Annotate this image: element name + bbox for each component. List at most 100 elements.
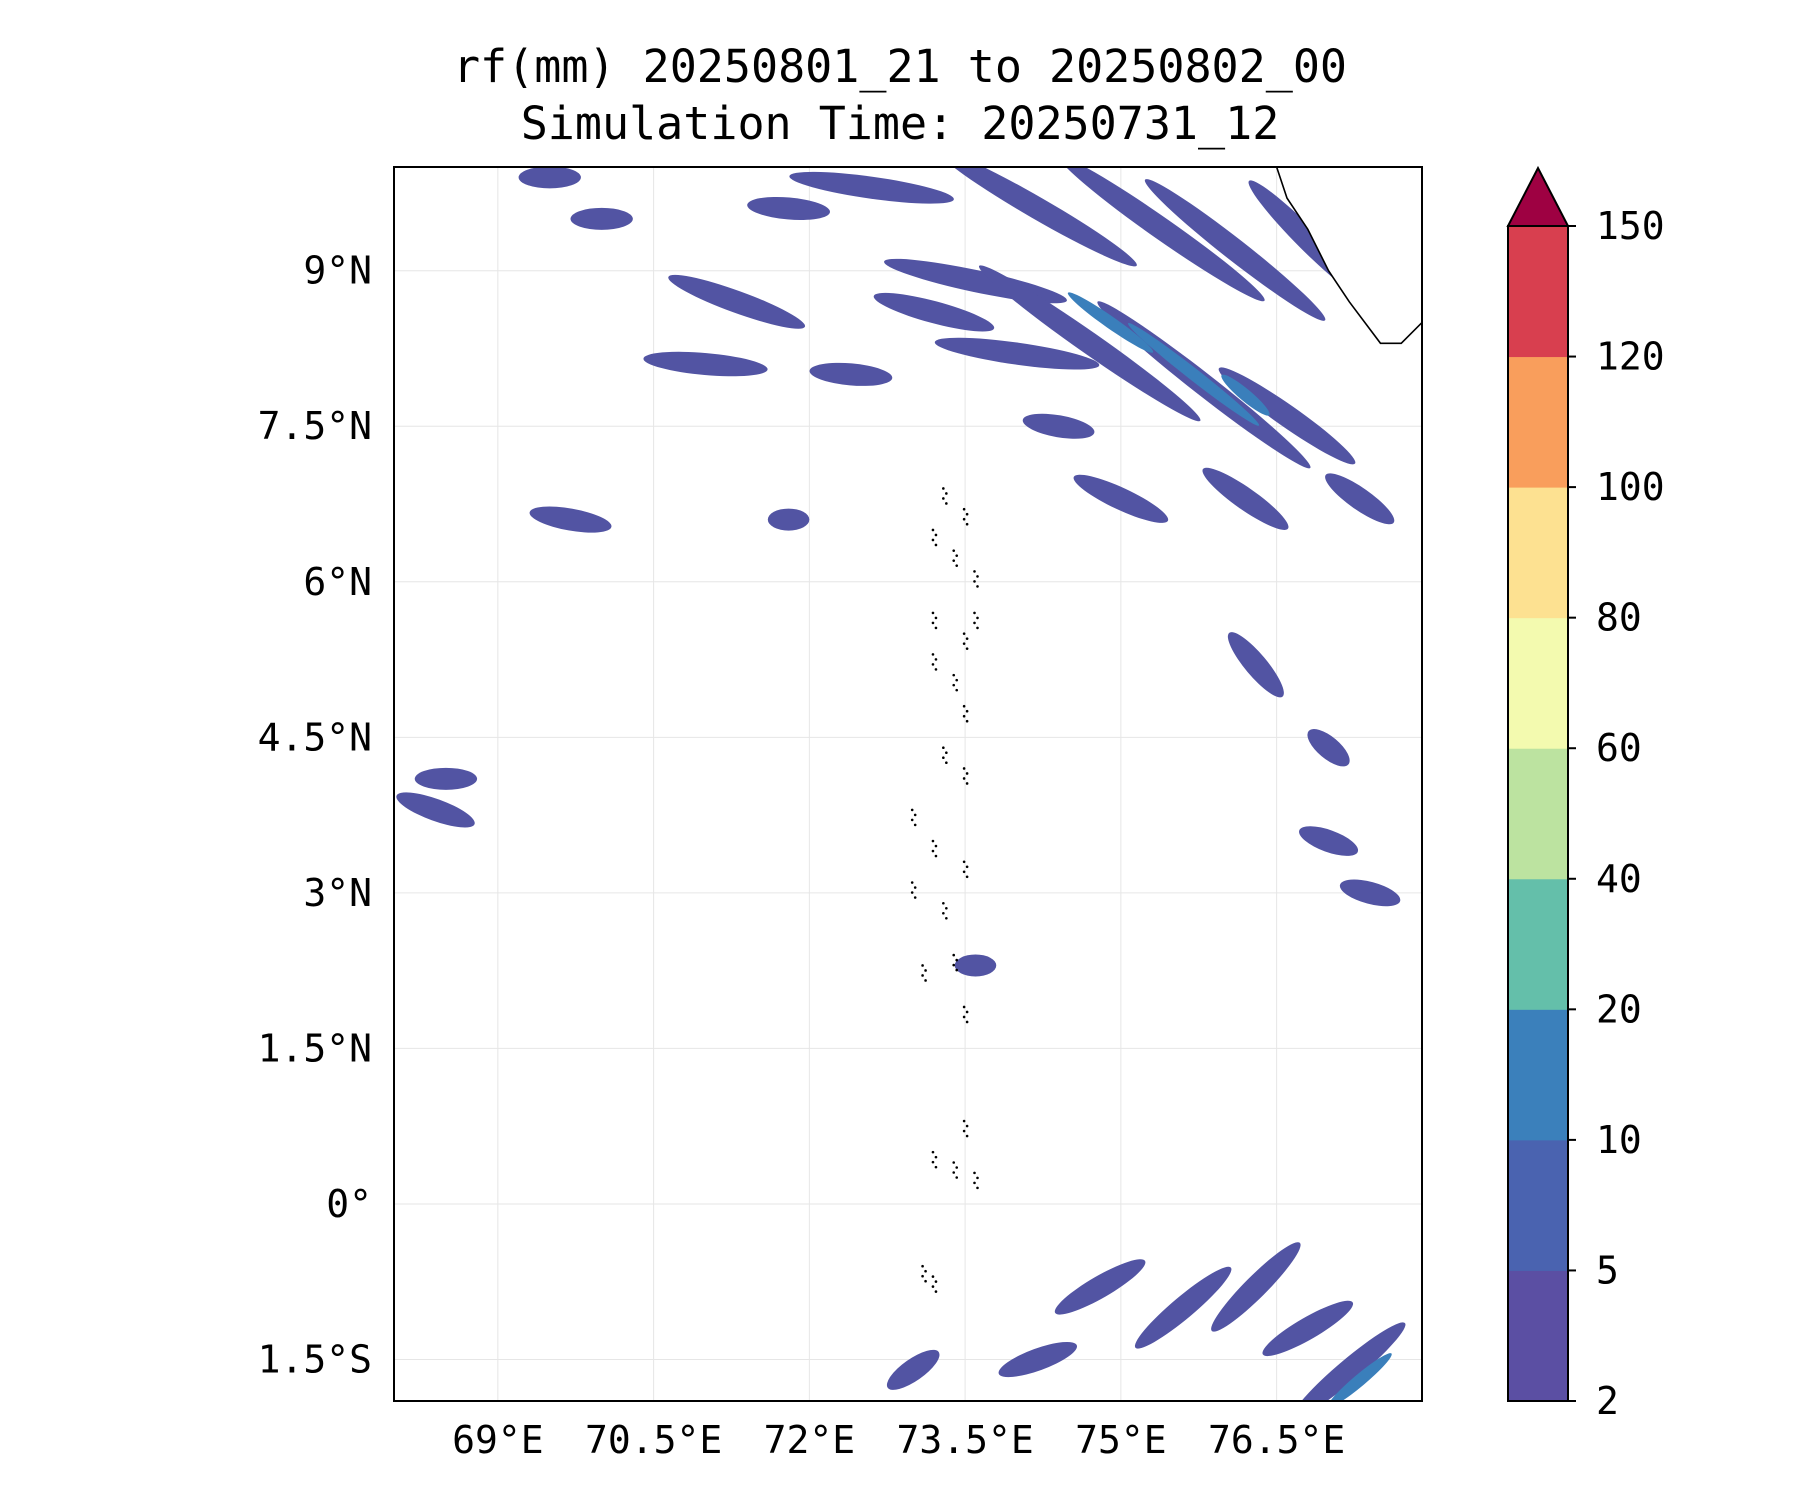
colorbar-tick-label: 2 [1596, 1379, 1619, 1423]
atoll-island [934, 668, 938, 671]
atoll-island [931, 663, 935, 666]
atoll-island [976, 1186, 979, 1190]
atoll-island [942, 746, 945, 750]
atoll-island [965, 772, 969, 775]
atoll-island [952, 549, 956, 552]
rain-band [954, 954, 997, 977]
atoll-island [931, 1285, 935, 1288]
atoll-island [942, 911, 945, 915]
atoll-island [962, 1015, 966, 1019]
atoll-island [962, 632, 966, 635]
colorbar-tick-label: 40 [1596, 857, 1642, 901]
atoll-island [924, 1279, 927, 1283]
atoll-island [962, 714, 966, 718]
colorbar-segment [1508, 1009, 1568, 1141]
colorbar-tick-label: 5 [1596, 1248, 1619, 1292]
atoll-island [962, 870, 966, 874]
rain-band [1262, 1300, 1354, 1357]
atoll-island [924, 979, 927, 982]
atoll-island [913, 823, 917, 827]
atoll-island [931, 1275, 935, 1278]
rain-band [1218, 367, 1356, 465]
rain-band [1022, 413, 1095, 439]
rain-band [789, 171, 954, 204]
colorbar-tick-label: 150 [1596, 204, 1665, 248]
y-tick-label: 3°N [303, 871, 372, 915]
atoll-island [931, 538, 935, 542]
rain-band [934, 337, 1100, 370]
coastline [1275, 167, 1422, 345]
atoll-island [942, 497, 945, 500]
atoll-island [955, 678, 959, 682]
colorbar-extend-arrow [1506, 165, 1570, 227]
atoll-island [965, 782, 969, 785]
atoll-island [910, 808, 914, 812]
atoll-island [945, 751, 948, 755]
atoll-island [955, 688, 959, 692]
atoll-island [973, 580, 976, 583]
atoll-island [955, 958, 959, 962]
map-frame [393, 166, 1423, 1402]
atoll-island [945, 502, 948, 505]
rain-band [643, 351, 768, 377]
atoll-island [976, 616, 979, 620]
atoll-island [942, 901, 945, 905]
atoll-island [924, 1269, 927, 1273]
atoll-island [913, 896, 917, 899]
atoll-island [965, 865, 969, 869]
atoll-island [934, 1165, 938, 1169]
y-tick-label: 1.5°N [258, 1026, 372, 1070]
atoll-island [955, 564, 959, 567]
atoll-island [952, 953, 956, 957]
atoll-island [934, 1280, 938, 1283]
rain-band [1221, 374, 1270, 416]
colorbar-tick-label: 80 [1596, 596, 1642, 640]
atoll-island [976, 585, 979, 588]
atoll-island [965, 1134, 969, 1138]
atoll-island [934, 854, 938, 858]
atoll-island [931, 653, 935, 656]
y-tick-label: 1.5°S [258, 1338, 372, 1382]
atoll-island [965, 1010, 969, 1014]
rain-band [1227, 632, 1284, 698]
atoll-island [945, 492, 948, 495]
atoll-island [955, 1176, 959, 1179]
atoll-island [973, 1181, 976, 1185]
atoll-island [965, 709, 969, 713]
atoll-island [931, 839, 935, 843]
atoll-island [931, 1160, 935, 1164]
atoll-island [962, 517, 966, 521]
rain-band [518, 167, 581, 189]
colorbar-frame [1507, 225, 1569, 1402]
rain-band [1073, 474, 1169, 523]
rain-band [886, 1349, 940, 1390]
atoll-island [962, 507, 966, 511]
atoll-island [934, 1290, 938, 1293]
rain-band [767, 508, 810, 531]
atoll-island [973, 1171, 976, 1175]
atoll-island [931, 849, 935, 853]
colorbar-tick-label: 60 [1596, 726, 1642, 770]
atoll-island [952, 683, 956, 687]
colorbar-segment [1508, 356, 1568, 488]
atoll-island [976, 1176, 979, 1180]
atoll-island [913, 886, 917, 889]
atoll-island [952, 1161, 956, 1164]
atoll-island [955, 554, 959, 557]
atoll-island [910, 818, 914, 822]
colorbar-segment [1508, 487, 1568, 619]
coastline-layer [910, 167, 1422, 1293]
rain-band [529, 506, 612, 533]
colorbar-tick-label: 120 [1596, 335, 1665, 379]
rain-band [1127, 323, 1260, 426]
rain-band [998, 1341, 1078, 1378]
rain-band [668, 274, 806, 329]
rain-band [938, 167, 1137, 267]
atoll-island [931, 528, 935, 532]
atoll-island [962, 767, 966, 770]
rain-band [1134, 1266, 1232, 1349]
atoll-island [910, 891, 914, 894]
y-tick-label: 6°N [303, 560, 372, 604]
